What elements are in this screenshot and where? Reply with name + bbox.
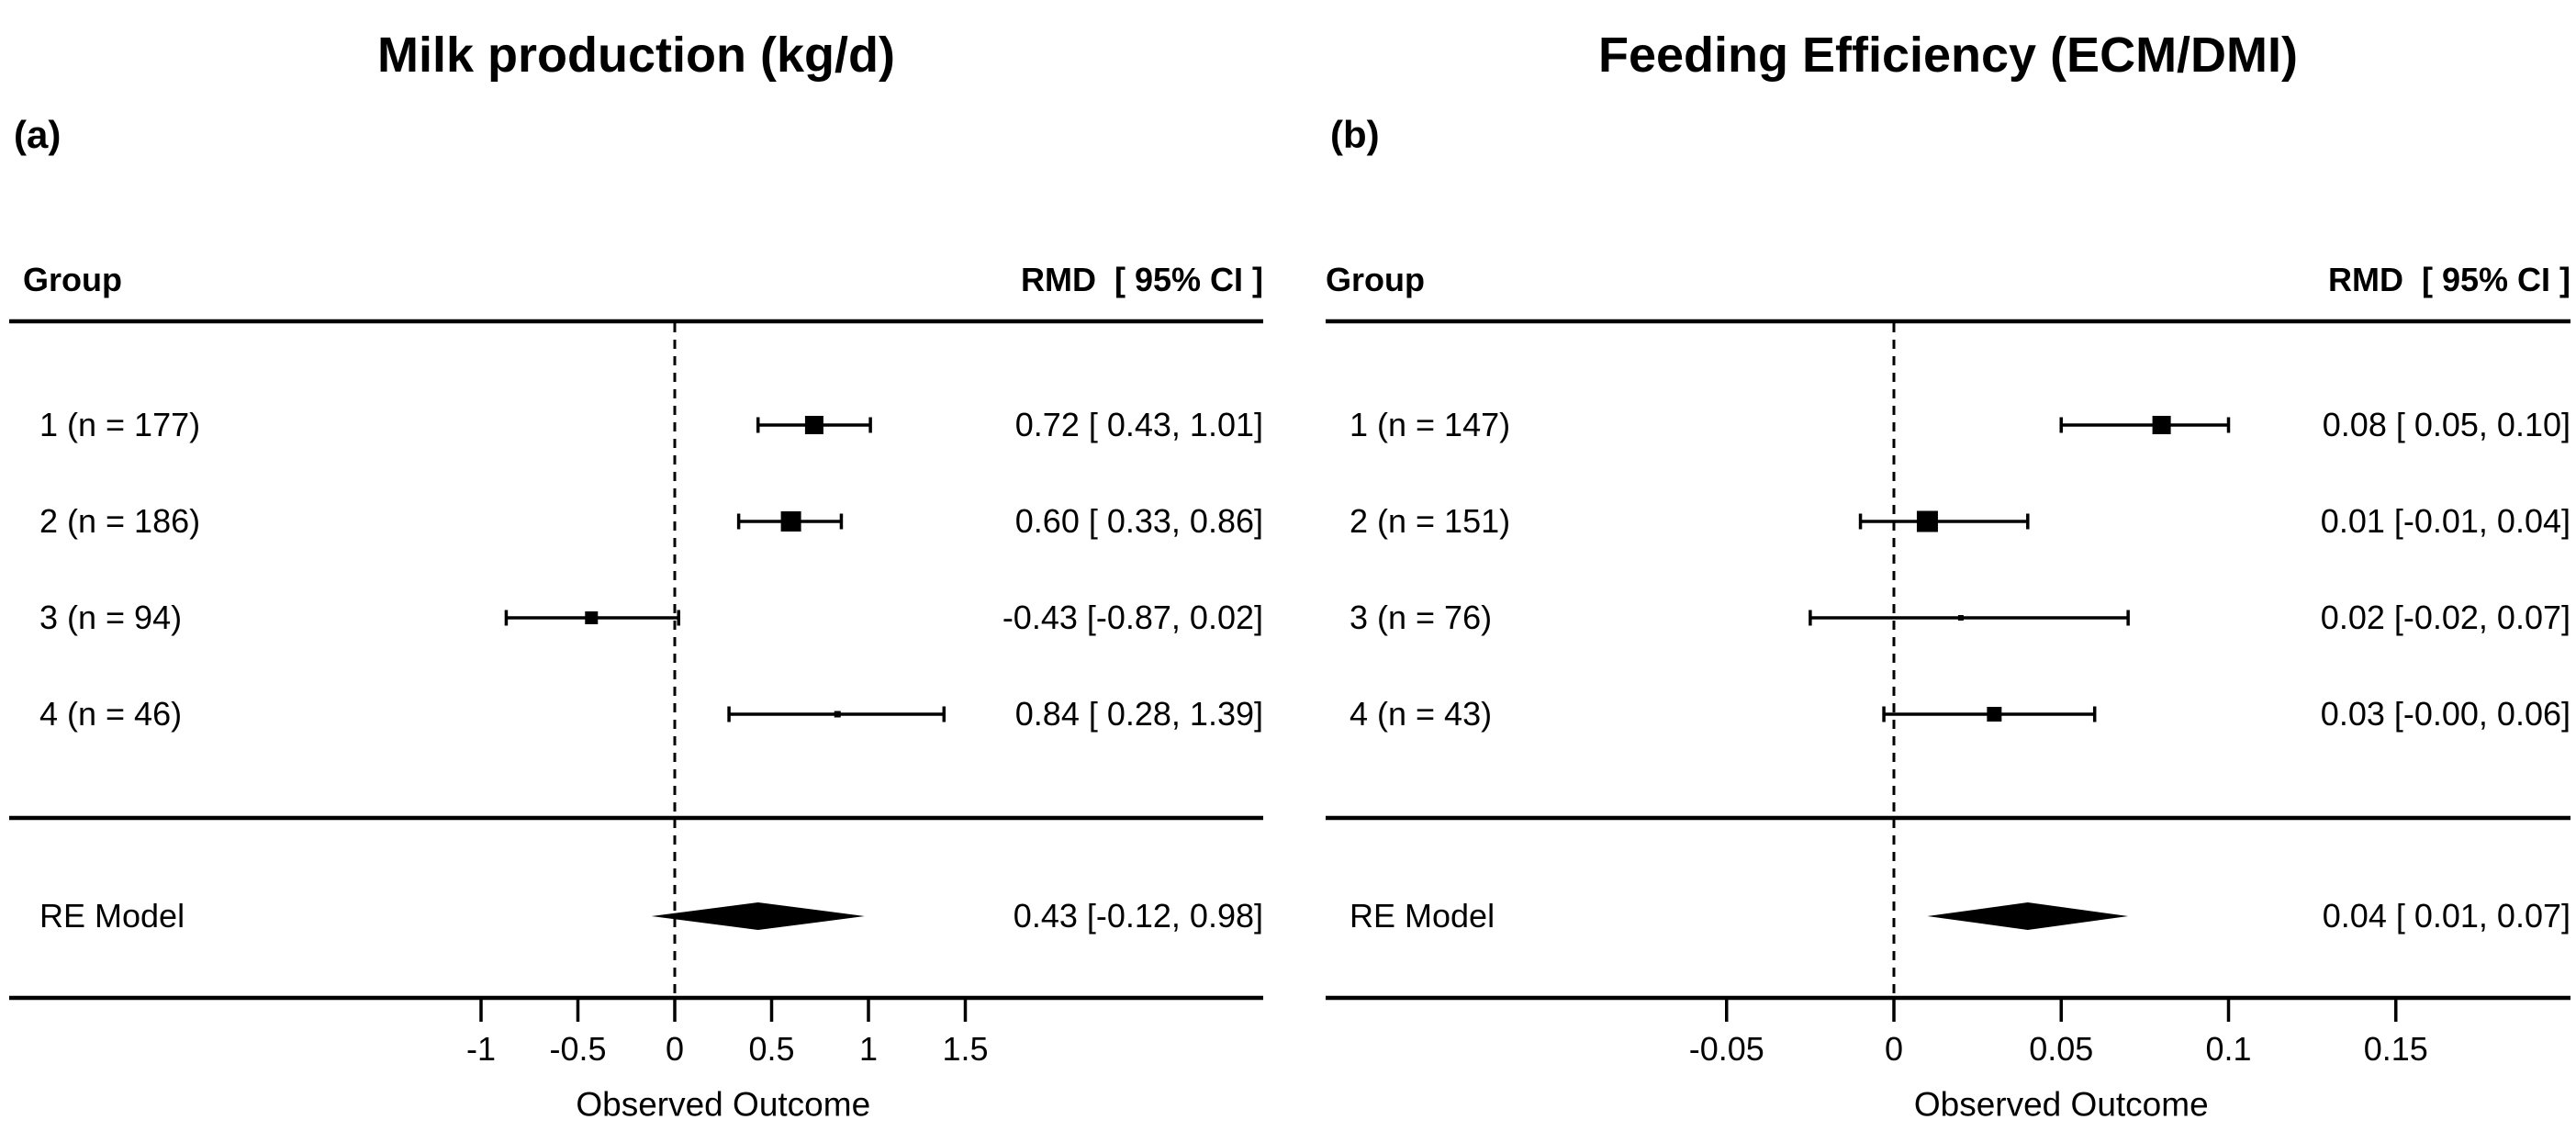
- row-estimate-text: 0.01 [-0.01, 0.04]: [2320, 502, 2570, 540]
- row-label: 2 (n = 186): [39, 502, 201, 540]
- row-estimate-text: 0.03 [-0.00, 0.06]: [2320, 695, 2570, 733]
- row-label: 3 (n = 76): [1350, 599, 1493, 636]
- effect-column-header: RMD [ 95% CI ]: [2327, 261, 2570, 298]
- panel-title: Feeding Efficiency (ECM/DMI): [1597, 28, 2299, 83]
- estimate-marker: [834, 711, 841, 718]
- panel-title: Milk production (kg/d): [377, 28, 895, 83]
- estimate-marker: [1916, 510, 1938, 532]
- row-label: 4 (n = 43): [1350, 695, 1493, 733]
- summary-label: RE Model: [1350, 897, 1495, 935]
- summary-estimate-text: 0.43 [-0.12, 0.98]: [1013, 897, 1263, 935]
- row-estimate-text: -0.43 [-0.87, 0.02]: [1002, 599, 1263, 636]
- summary-diamond: [1927, 902, 2129, 930]
- estimate-marker: [1957, 615, 1964, 621]
- x-tick-label: -0.5: [549, 1030, 607, 1068]
- row-label: 4 (n = 46): [39, 695, 183, 733]
- row-estimate-text: 0.72 [ 0.43, 1.01]: [1014, 406, 1263, 443]
- x-tick-label: 0.05: [2029, 1030, 2094, 1068]
- row-label: 1 (n = 177): [39, 406, 201, 443]
- panel-letter-label: (a): [14, 113, 62, 156]
- summary-label: RE Model: [39, 897, 185, 935]
- summary-estimate-text: 0.04 [ 0.01, 0.07]: [2322, 897, 2570, 935]
- x-tick-label: 1: [858, 1030, 879, 1068]
- estimate-marker: [585, 611, 599, 624]
- x-tick-label: 1.5: [942, 1030, 989, 1068]
- effect-column-header: RMD [ 95% CI ]: [1020, 261, 1263, 298]
- row-estimate-text: 0.60 [ 0.33, 0.86]: [1014, 502, 1263, 540]
- estimate-marker: [2152, 416, 2171, 434]
- group-column-header: Group: [23, 261, 122, 298]
- x-tick-label: 0.1: [2205, 1030, 2252, 1068]
- estimate-marker: [804, 416, 823, 434]
- panel-letter-label: (b): [1330, 113, 1380, 156]
- x-tick-label: 0.15: [2363, 1030, 2428, 1068]
- x-tick-label: 0: [665, 1030, 685, 1068]
- row-estimate-text: 0.08 [ 0.05, 0.10]: [2322, 406, 2570, 443]
- row-label: 3 (n = 94): [39, 599, 183, 636]
- x-tick-label: 0.5: [748, 1030, 795, 1068]
- x-tick-label: -0.05: [1688, 1030, 1764, 1068]
- summary-diamond: [651, 902, 865, 930]
- x-axis-title: Observed Outcome: [576, 1085, 871, 1124]
- x-tick-label: 0: [1884, 1030, 1904, 1068]
- row-estimate-text: 0.02 [-0.02, 0.07]: [2320, 599, 2570, 636]
- x-tick-label: -1: [465, 1030, 497, 1068]
- row-label: 2 (n = 151): [1350, 502, 1511, 540]
- estimate-marker: [780, 511, 801, 532]
- group-column-header: Group: [1326, 261, 1425, 298]
- estimate-marker: [1987, 707, 2002, 722]
- x-axis-title: Observed Outcome: [1913, 1085, 2209, 1124]
- row-label: 1 (n = 147): [1350, 406, 1511, 443]
- row-estimate-text: 0.84 [ 0.28, 1.39]: [1014, 695, 1263, 733]
